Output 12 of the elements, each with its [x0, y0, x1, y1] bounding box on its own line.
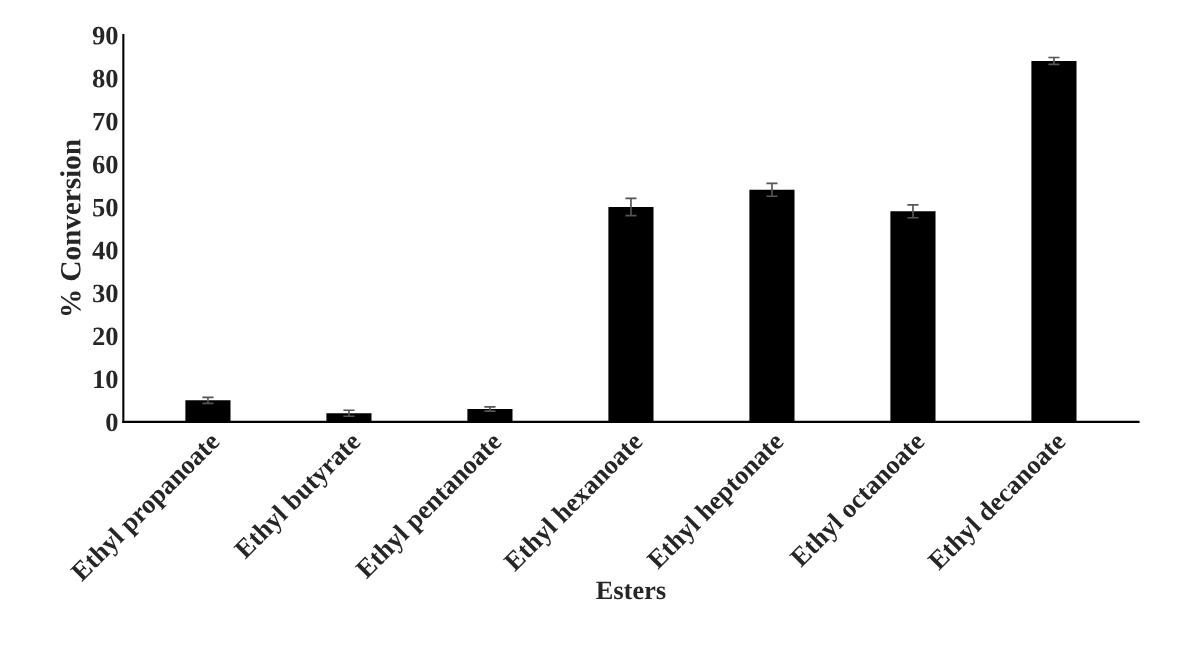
y-tick-label: 50 [93, 198, 118, 217]
y-tick-label: 20 [93, 327, 118, 346]
y-tick-label: 70 [93, 112, 118, 131]
y-tick-label: 30 [93, 284, 118, 303]
y-tick-label: 80 [92, 69, 118, 88]
y-tick-label: 10 [94, 370, 118, 389]
y-tick-label: 60 [93, 155, 118, 174]
y-tick-label: 0 [106, 413, 118, 432]
y-tick-label: 40 [92, 241, 118, 260]
y-axis-title: % Conversion [60, 139, 81, 316]
y-tick-label: 90 [92, 26, 118, 45]
x-axis-title: Esters [596, 581, 666, 600]
